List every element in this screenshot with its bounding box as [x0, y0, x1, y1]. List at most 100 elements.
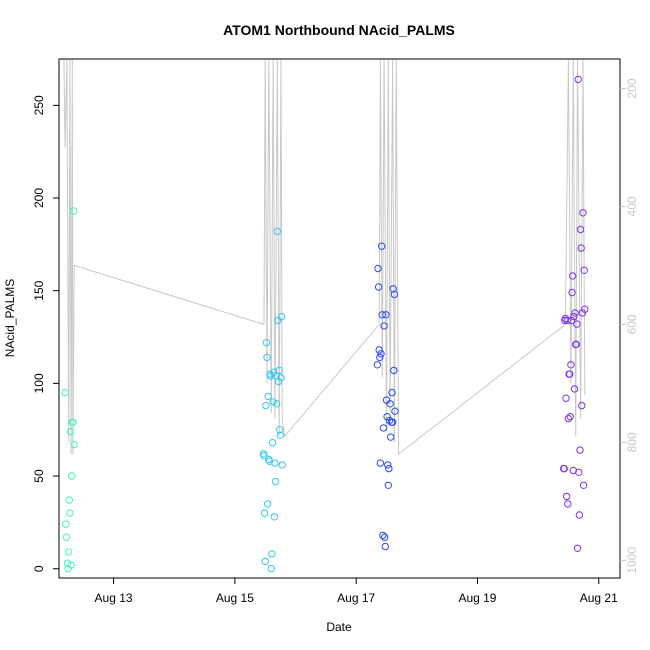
data-point	[268, 550, 276, 558]
data-point	[379, 531, 387, 540]
data-point	[373, 361, 382, 369]
data-point	[562, 394, 570, 402]
data-point	[67, 561, 75, 569]
data-point	[270, 513, 278, 521]
x-tick-label: Aug 19	[458, 591, 496, 605]
data-point	[564, 500, 572, 508]
data-point	[62, 533, 71, 541]
data-point	[260, 452, 268, 460]
y-tick-label: 0	[32, 565, 46, 572]
data-point	[376, 459, 385, 467]
data-point	[572, 340, 580, 349]
data-point	[384, 461, 392, 469]
data-point	[268, 439, 277, 447]
data-point	[566, 413, 574, 421]
data-point	[382, 311, 390, 319]
data-point	[379, 424, 388, 432]
data-point	[388, 388, 396, 397]
data-point	[376, 353, 384, 362]
data-point	[570, 385, 579, 393]
data-point	[262, 401, 270, 410]
y-tick-label: 250	[32, 95, 46, 115]
data-point	[63, 559, 72, 567]
data-point	[66, 509, 74, 517]
data-point	[576, 446, 584, 454]
x-axis-label: Date	[326, 620, 352, 634]
plot-frame	[58, 58, 621, 579]
y-tick-label: 50	[32, 469, 46, 483]
data-point	[263, 500, 272, 508]
data-point	[573, 544, 582, 552]
data-point	[386, 400, 394, 408]
data-point	[576, 225, 585, 234]
data-point	[579, 481, 588, 489]
data-point	[277, 312, 286, 321]
data-point	[273, 400, 281, 408]
data-point	[563, 316, 571, 325]
axes: Aug 13 Aug 15 Aug 17 Aug 19 Aug 21 0 50 100 150 2…	[32, 58, 639, 605]
y-axis-label: NAcid_PALMS	[3, 279, 17, 357]
data-point	[567, 361, 575, 369]
data-point	[271, 459, 279, 467]
data-point	[575, 511, 584, 519]
right-tick-label: 800	[625, 432, 639, 452]
data-point	[380, 322, 388, 330]
data-point	[273, 227, 281, 236]
data-point	[580, 266, 588, 274]
x-tick-label: Aug 15	[216, 591, 254, 605]
data-point	[65, 548, 73, 556]
right-tick-label: 1000	[625, 547, 639, 574]
data-point	[260, 509, 269, 517]
data-point	[66, 427, 75, 436]
chart-title: ATOM1 Northbound NAcid_PALMS	[223, 22, 455, 38]
data-point	[567, 316, 576, 325]
data-point	[381, 542, 389, 551]
data-point	[390, 366, 398, 375]
right-tick-label: 600	[625, 314, 639, 334]
data-point	[276, 431, 285, 439]
x-tick-label: Aug 17	[337, 591, 375, 605]
data-point	[571, 309, 579, 317]
data-point	[69, 418, 77, 426]
data-point	[61, 388, 69, 397]
x-tick-label: Aug 13	[95, 591, 133, 605]
data-point	[61, 520, 70, 528]
data-point	[68, 472, 76, 480]
data-point	[573, 320, 581, 328]
data-point	[264, 392, 272, 401]
data-point	[391, 407, 399, 415]
data-point	[276, 426, 284, 434]
depth-track	[63, 58, 586, 456]
data-point	[570, 312, 578, 321]
data-point	[568, 288, 576, 297]
data-point	[277, 374, 285, 382]
data-point	[381, 533, 389, 541]
data-point	[378, 311, 386, 319]
data-point	[578, 401, 586, 410]
data-point	[269, 398, 277, 406]
data-point	[383, 413, 391, 421]
right-tick-label: 400	[625, 196, 639, 216]
x-tick-label: Aug 21	[580, 591, 618, 605]
data-point	[374, 264, 382, 273]
data-point	[267, 565, 275, 573]
right-tick-label: 200	[625, 78, 639, 98]
data-point	[578, 309, 587, 317]
data-point	[384, 481, 392, 489]
data-point	[69, 207, 78, 215]
data-point	[378, 242, 386, 250]
data-point	[575, 468, 583, 476]
y-tick-label: 200	[32, 188, 46, 208]
data-point	[375, 346, 383, 354]
data-point	[262, 338, 271, 347]
data-point	[569, 272, 577, 280]
y-tick-label: 100	[32, 373, 46, 393]
y-tick-label: 150	[32, 280, 46, 300]
data-point	[377, 350, 385, 358]
data-point	[390, 290, 399, 299]
data-point	[271, 477, 280, 486]
data-point	[560, 464, 568, 473]
data-point	[564, 414, 573, 423]
data-point	[261, 557, 269, 565]
